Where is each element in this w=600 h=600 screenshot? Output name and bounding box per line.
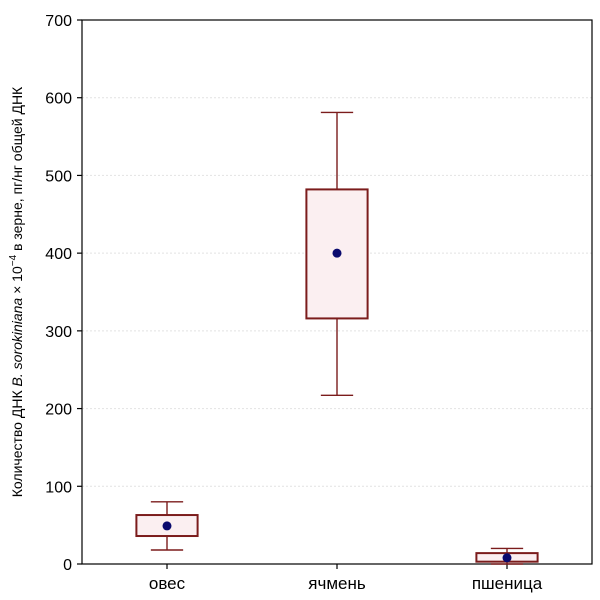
x-tick-label: пшеница — [472, 574, 543, 593]
y-axis-label-mid: × 10 — [9, 266, 25, 298]
y-axis-label-prefix: Количество ДНК — [9, 387, 25, 498]
y-tick-label: 0 — [63, 557, 72, 574]
boxes-layer — [135, 111, 539, 565]
grid-layer — [82, 97, 592, 487]
y-tick-label: 600 — [45, 91, 72, 108]
y-tick-label: 700 — [45, 13, 72, 30]
mean-marker — [502, 553, 512, 563]
box-овес — [135, 501, 199, 551]
y-axis-label-species: B. sorokiniana — [9, 298, 25, 387]
y-axis-label-exponent: −4 — [8, 254, 19, 266]
y-axis-label: Количество ДНК B. sorokiniana × 10−4 в з… — [8, 86, 25, 497]
y-tick-label: 200 — [45, 402, 72, 419]
y-tick-label: 500 — [45, 168, 72, 185]
y-tick-label: 300 — [45, 324, 72, 341]
y-axis-ticks: 0 100 200 300 400 500 600 700 — [45, 13, 82, 574]
y-tick-label: 400 — [45, 246, 72, 263]
y-axis-label-suffix: в зерне, пг/нг общей ДНК — [9, 86, 25, 255]
box-ячмень — [305, 111, 369, 397]
x-axis-ticks: овес ячмень пшеница — [149, 564, 543, 593]
y-tick-label: 100 — [45, 479, 72, 496]
mean-marker — [332, 248, 342, 258]
x-tick-label: овес — [149, 574, 186, 593]
box-пшеница — [475, 547, 539, 565]
mean-marker — [162, 521, 172, 531]
x-tick-label: ячмень — [308, 574, 366, 593]
